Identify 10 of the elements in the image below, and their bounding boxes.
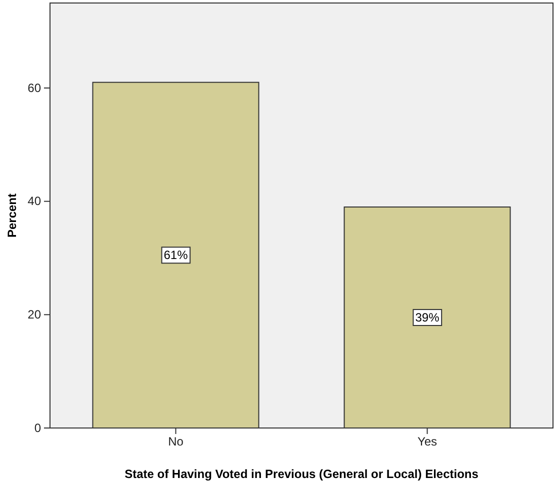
y-tick-label: 40 bbox=[28, 194, 42, 208]
data-label: 61% bbox=[164, 248, 188, 262]
x-tick-label: No bbox=[168, 434, 184, 449]
y-tick-label: 20 bbox=[28, 308, 42, 322]
y-axis-title: Percent bbox=[5, 193, 19, 238]
y-tick-label: 0 bbox=[34, 420, 42, 435]
data-label: 39% bbox=[415, 310, 440, 324]
x-axis-title: State of Having Voted in Previous (General or Local) Elections bbox=[124, 467, 479, 481]
x-tick-label: Yes bbox=[417, 434, 438, 449]
y-tick-label: 60 bbox=[28, 80, 42, 95]
